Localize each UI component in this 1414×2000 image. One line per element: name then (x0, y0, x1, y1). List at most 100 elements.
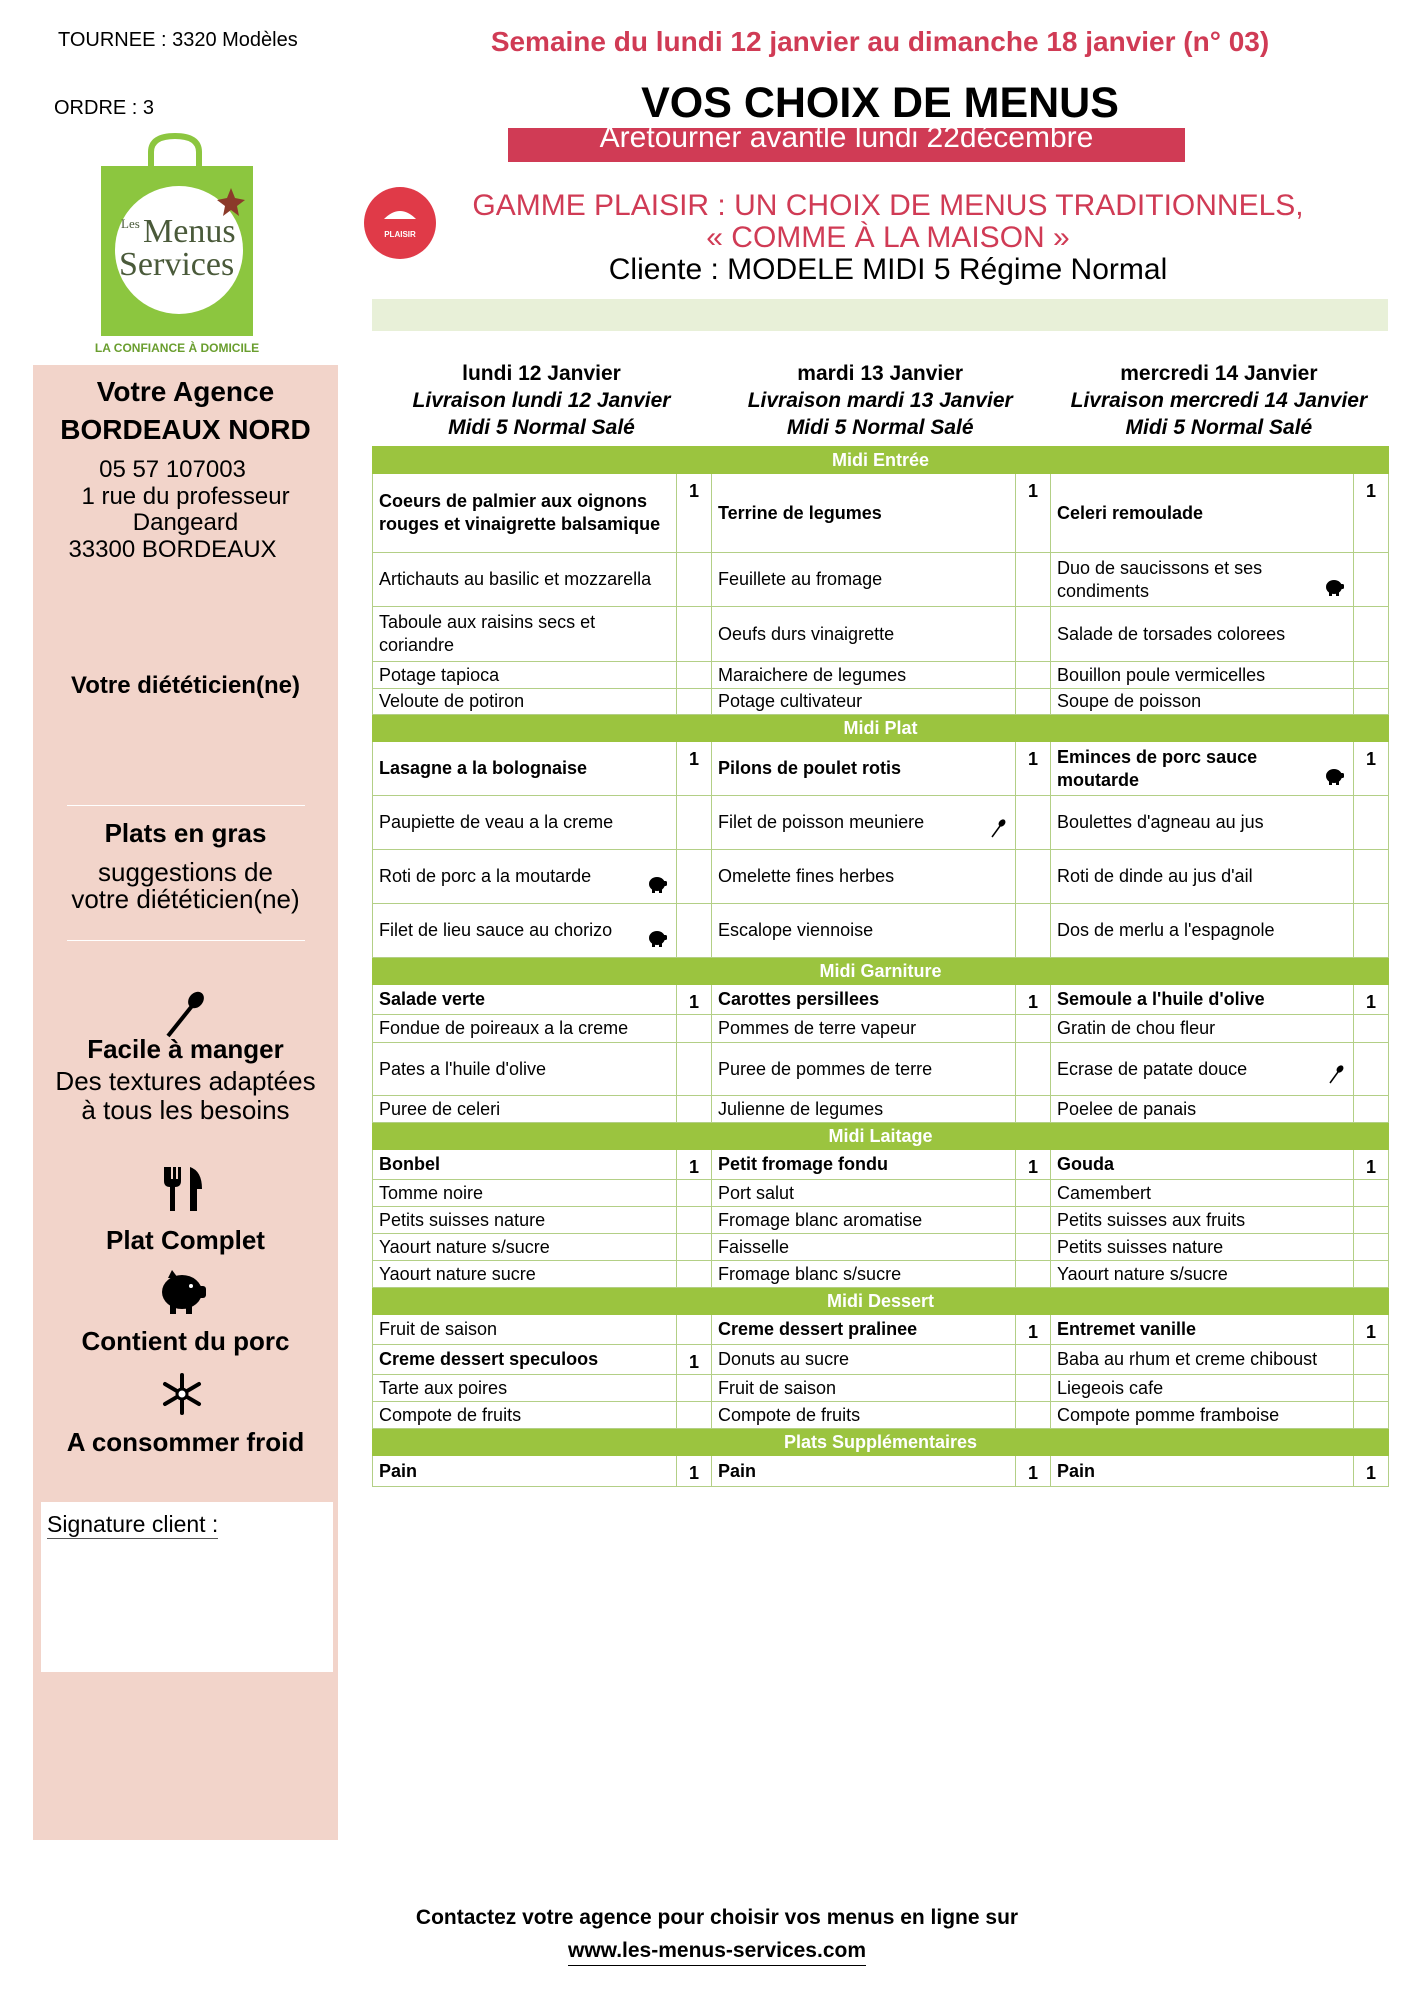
client: Cliente : MODELE MIDI 5 Régime Normal (608, 253, 1168, 286)
menu-row: Tomme noire Port salut Camembert (372, 1179, 1390, 1207)
dish-cell: Yaourt nature s/sucre (1050, 1260, 1354, 1288)
qty-cell (676, 1260, 712, 1288)
spoon-icon (166, 991, 204, 1038)
logo-circle (115, 186, 243, 314)
bold-text: votre diététicien(ne) (71, 884, 300, 914)
menu-row: Salade verte 1 Carottes persillees 1 Semoule… (372, 984, 1390, 1015)
logo-handle (148, 132, 202, 170)
qty-cell (1352, 1344, 1390, 1375)
ordre: ORDRE : 3 (54, 97, 155, 119)
section-title: Midi Plat (371, 714, 1390, 742)
dish: Yaourt nature sucre (379, 1263, 536, 1284)
dish-cell: Ecrase de patate douce (1050, 1042, 1354, 1096)
section-title: Midi Garniture (371, 957, 1390, 985)
range-line2: « COMME À LA MAISON » (706, 221, 1070, 254)
dish-cell: Entremet vanille (1050, 1314, 1354, 1345)
qty-cell (676, 1374, 712, 1402)
qty-cell: 1 (1015, 741, 1051, 796)
dish: Escalope viennoise (718, 920, 874, 940)
dish: Tarte aux poires (379, 1377, 508, 1398)
qty-cell (1015, 606, 1051, 662)
footer-url-wrap: www.les-menus-services.com (172, 1939, 1262, 1966)
qty: 1 (688, 992, 699, 1012)
logo-star (217, 188, 245, 216)
dish: Pommes de terre vapeur (718, 1018, 917, 1038)
qty-cell (1352, 1374, 1390, 1402)
logo-line2: Services (119, 246, 234, 283)
dish: Gratin de chou fleur (1057, 1018, 1216, 1038)
dish: Compote pomme framboise (1057, 1404, 1280, 1425)
section-title: Midi Dessert (371, 1287, 1390, 1315)
logo-tagline: LA CONFIANCE À DOMICILE (95, 340, 259, 355)
dish-icon (648, 875, 668, 899)
qty: 1 (688, 1157, 699, 1177)
qty-cell (676, 606, 712, 662)
menu-row: Taboule aux raisins secs et coriandre Oeu… (372, 606, 1390, 662)
qty: 1 (1027, 1463, 1038, 1483)
qty-cell (676, 849, 712, 904)
separator (67, 940, 305, 941)
qty: 1 (1366, 992, 1377, 1012)
pork-icon (162, 1270, 206, 1314)
dish-cell: Gratin de chou fleur (1050, 1014, 1354, 1043)
dish-cell: Maraichere de legumes (711, 661, 1016, 689)
qty-cell (1352, 1233, 1390, 1261)
return-notice: Aretourner avantle lundi 22décembre (599, 121, 1094, 154)
dish-cell: Potage cultivateur (711, 688, 1016, 715)
section-row: Midi Garniture (371, 957, 1390, 985)
dish: Salade de torsades colorees (1057, 623, 1286, 644)
dish-cell: Petits suisses nature (372, 1206, 677, 1234)
qty-cell (676, 1042, 712, 1096)
qty-cell (676, 1206, 712, 1234)
menu-row: Creme dessert speculoos 1 Donuts au sucre B… (372, 1344, 1390, 1375)
qty: 1 (1027, 1322, 1038, 1342)
dish-cell: Fondue de poireaux a la creme (372, 1014, 677, 1043)
logo: Les Menus Services LA CONFIANCE À DOMICI… (95, 132, 259, 355)
qty-cell (1015, 1260, 1051, 1288)
legend-label: Plat Complet (106, 1225, 265, 1255)
spoon-icon (1329, 1065, 1344, 1084)
dish: Compote de fruits (379, 1404, 522, 1425)
menu-row: Compote de fruits Compote de fruits Compot… (372, 1401, 1390, 1429)
qty-cell (1015, 849, 1051, 904)
qty: 1 (688, 749, 699, 769)
dish-cell: Duo de saucissons et ses condiments (1050, 552, 1354, 607)
day-header: mercredi 14 Janvier Livraison mercredi 14… (1049, 360, 1388, 441)
dish-cell: Donuts au sucre (711, 1344, 1016, 1375)
address-line: Dangeard (132, 509, 239, 536)
dish: Coeurs de palmier aux oignons rouges et … (379, 491, 661, 534)
dish: Salade verte (379, 989, 486, 1009)
footer-url[interactable]: www.les-menus-services.com (567, 1939, 867, 1966)
qty-cell (1352, 1042, 1390, 1096)
pork-icon (1326, 769, 1344, 785)
dish: Puree de pommes de terre (718, 1058, 933, 1079)
week: Semaine du lundi 12 janvier au dimanche … (490, 26, 1270, 57)
dish-cell: Veloute de potiron (372, 688, 677, 715)
dish-cell: Bouillon poule vermicelles (1050, 661, 1354, 689)
section-title: Plats Supplémentaires (371, 1428, 1390, 1456)
dish-cell: Carottes persillees (711, 984, 1016, 1015)
dish: Gouda (1057, 1154, 1114, 1174)
qty: 1 (688, 481, 699, 501)
menu-row: Roti de porc a la moutarde Omelette fines… (372, 849, 1390, 904)
dish: Petits suisses aux fruits (1057, 1209, 1246, 1230)
logo-line1: Menus (143, 213, 236, 250)
menu-row: Yaourt nature sucre Fromage blanc s/sucre… (372, 1260, 1390, 1288)
dish: Duo de saucissons et ses condiments (1057, 557, 1263, 601)
section-row: Midi Dessert (371, 1287, 1390, 1315)
dish: Dos de merlu a l'espagnole (1057, 920, 1275, 940)
dish-cell: Tomme noire (372, 1179, 677, 1207)
signature-label: Signature client : (47, 1511, 219, 1539)
menu-type: Midi 5 Normal Salé (1125, 416, 1313, 439)
qty: 1 (688, 1352, 699, 1372)
qty-cell (1352, 903, 1390, 958)
qty-cell (676, 1095, 712, 1123)
delivery: Livraison lundi 12 Janvier (412, 389, 671, 412)
dish: Ecrase de patate douce (1057, 1058, 1248, 1079)
dish-cell: Artichauts au basilic et mozzarella (372, 552, 677, 607)
badge-text: PLAISIR (384, 230, 416, 239)
dish-cell: Puree de celeri (372, 1095, 677, 1123)
badge-icon (384, 211, 416, 219)
day-header: lundi 12 Janvier Livraison lundi 12 Janvi… (372, 360, 711, 441)
dish: Donuts au sucre (718, 1349, 850, 1369)
